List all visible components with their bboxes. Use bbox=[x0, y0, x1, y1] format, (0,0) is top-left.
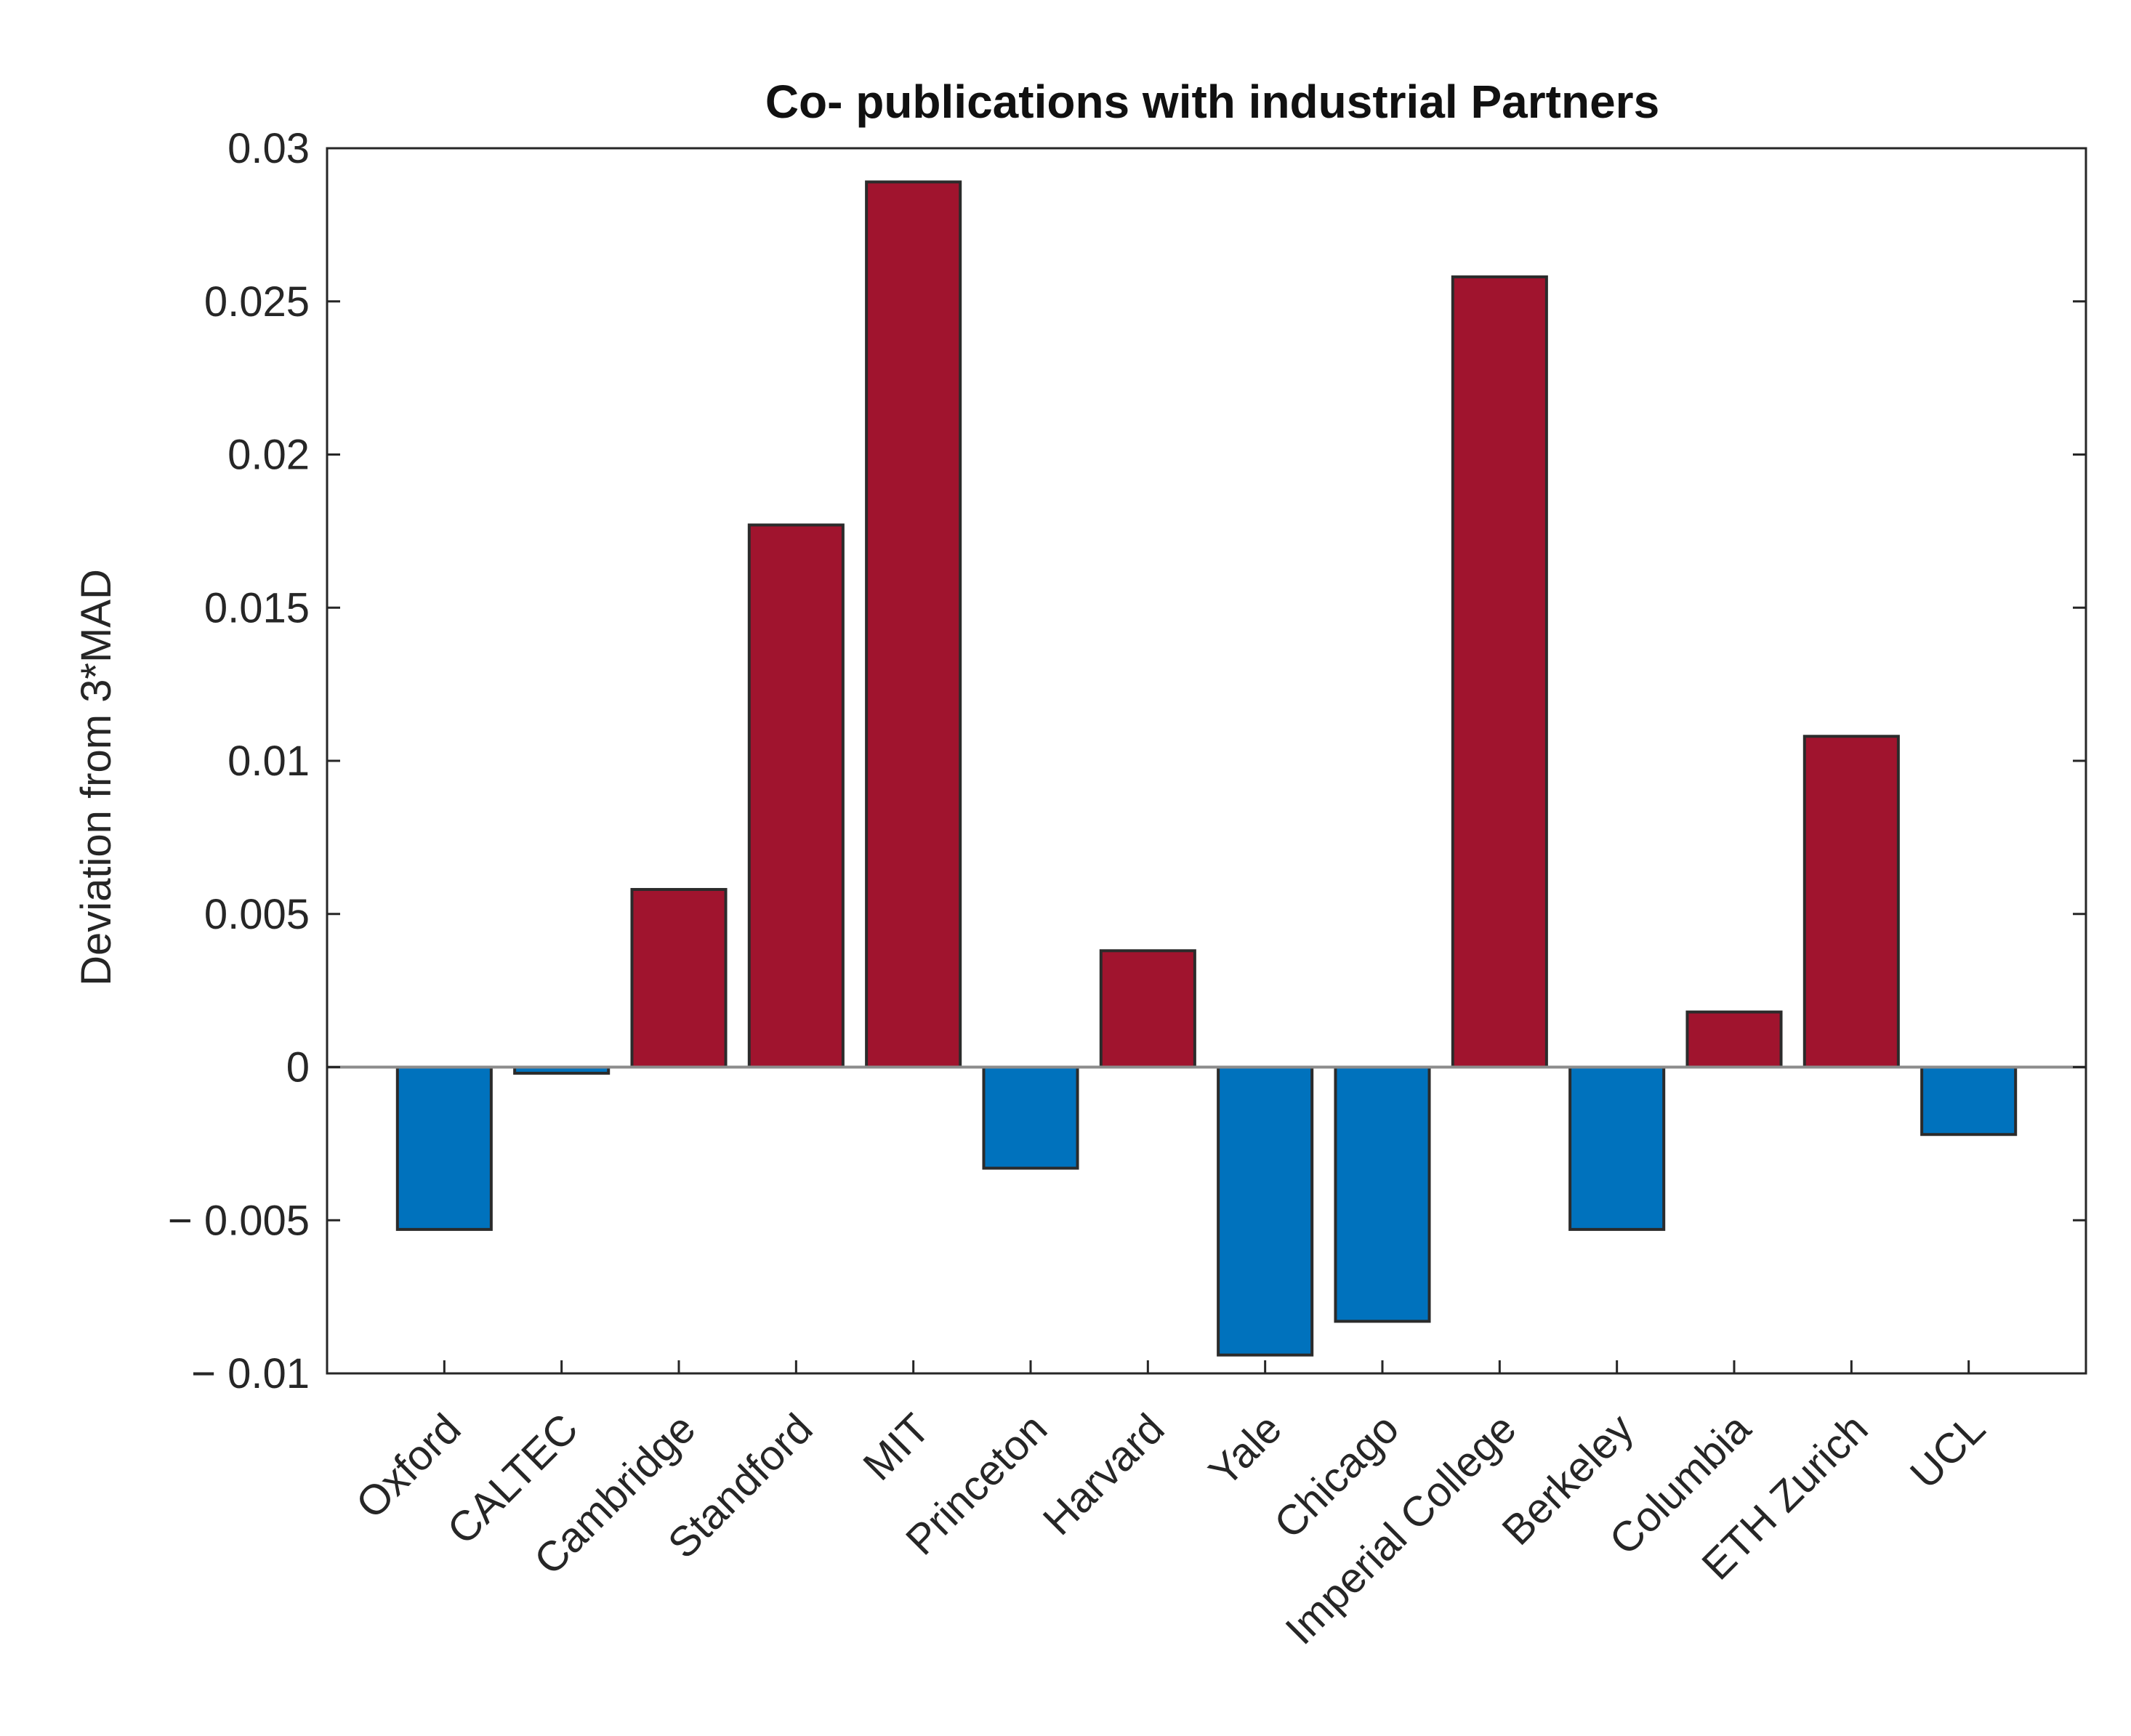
bar-imperial-college bbox=[1451, 275, 1548, 1069]
chart-title: Co- publications with industrial Partner… bbox=[765, 76, 1659, 128]
bar-standford bbox=[747, 523, 845, 1069]
y-tick-label: 0.005 bbox=[204, 891, 310, 938]
y-tick-label: 0.03 bbox=[227, 125, 310, 172]
y-tick-label: 0.02 bbox=[227, 432, 310, 479]
bars-group bbox=[395, 180, 2018, 1357]
bar-mit bbox=[865, 180, 962, 1069]
x-tick-label: Harvard bbox=[1034, 1405, 1174, 1544]
bar-eth-zurich bbox=[1802, 735, 1900, 1069]
bar-ucl bbox=[1920, 1065, 2018, 1137]
bar-princeton bbox=[982, 1065, 1079, 1170]
y-axis-label: Deviation from 3*MAD bbox=[73, 569, 120, 986]
bar-columbia bbox=[1685, 1010, 1783, 1069]
bar-yale bbox=[1217, 1065, 1314, 1357]
x-tick-label: UCL bbox=[1901, 1405, 1994, 1498]
bar-berkeley bbox=[1568, 1065, 1666, 1231]
y-tick-label: − 0.005 bbox=[168, 1197, 310, 1244]
bar-chicago bbox=[1334, 1065, 1431, 1323]
y-tick-label: 0.01 bbox=[227, 738, 310, 785]
y-tick-label: 0.025 bbox=[204, 278, 310, 326]
x-tick-label: Yale bbox=[1200, 1405, 1291, 1495]
bar-harvard bbox=[1099, 949, 1196, 1069]
x-tick-label: MIT bbox=[854, 1405, 939, 1490]
y-tick-label: 0.015 bbox=[204, 584, 310, 631]
y-ticks-group: 0.03 0.025 0.02 0.015 0.01 0.005 0 − 0.005 − 0.0… bbox=[168, 125, 2086, 1397]
y-tick-label: − 0.01 bbox=[191, 1350, 310, 1397]
y-tick-label: 0 bbox=[286, 1044, 310, 1091]
bar-oxford bbox=[395, 1065, 493, 1231]
bar-cambridge bbox=[630, 888, 728, 1069]
